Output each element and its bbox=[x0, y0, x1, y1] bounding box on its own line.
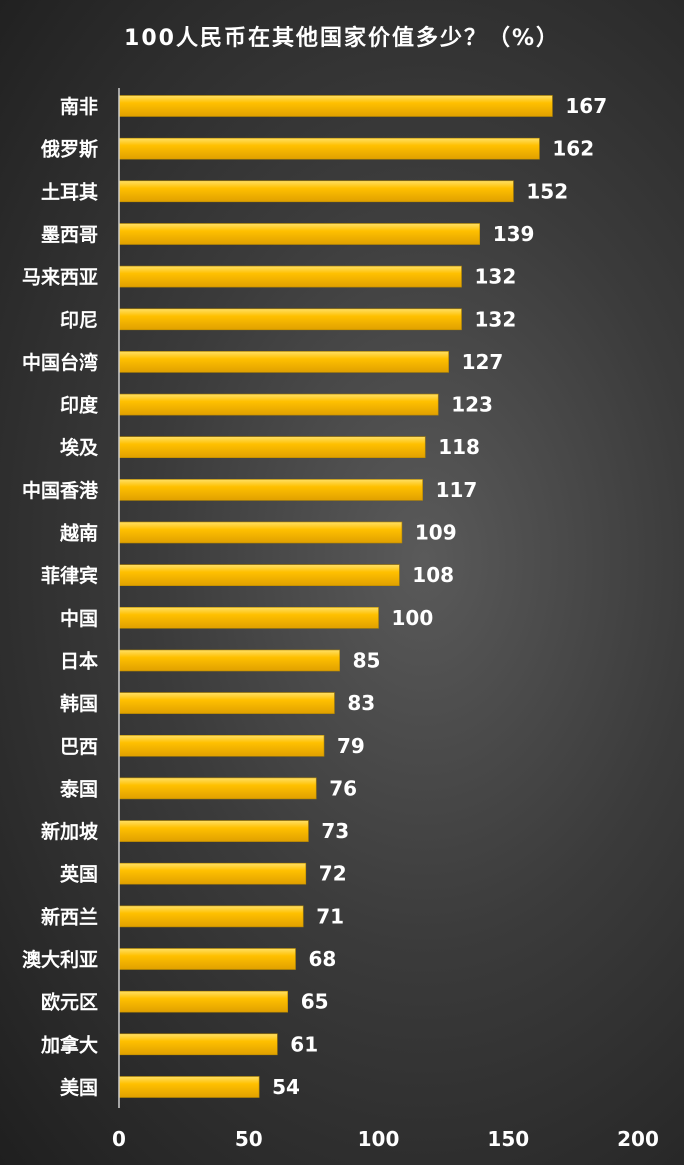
bar-8 bbox=[118, 393, 439, 416]
value-label-9: 118 bbox=[438, 435, 480, 459]
category-label-24: 美国 bbox=[60, 1076, 98, 1099]
category-label-12: 菲律宾 bbox=[41, 564, 98, 587]
x-tick-label-1: 0 bbox=[112, 1127, 126, 1151]
value-label-1: 167 bbox=[565, 94, 607, 118]
value-label-12: 108 bbox=[412, 563, 454, 587]
value-label-8: 123 bbox=[451, 393, 493, 417]
bar-3 bbox=[118, 180, 514, 203]
category-label-2: 俄罗斯 bbox=[40, 138, 98, 161]
category-label-9: 埃及 bbox=[60, 436, 99, 459]
category-label-16: 巴西 bbox=[60, 736, 98, 758]
bar-14 bbox=[118, 649, 340, 672]
value-label-2: 162 bbox=[552, 137, 594, 161]
bar-12 bbox=[118, 564, 400, 587]
category-label-18: 新加坡 bbox=[41, 820, 99, 843]
category-label-5: 马来西亚 bbox=[22, 267, 98, 289]
bar-11 bbox=[118, 521, 403, 544]
x-tick-label-4: 150 bbox=[487, 1127, 529, 1151]
bar-19 bbox=[118, 862, 307, 885]
bar-10 bbox=[118, 479, 423, 501]
value-label-15: 83 bbox=[347, 691, 375, 715]
bar-5 bbox=[118, 265, 462, 288]
value-label-10: 117 bbox=[436, 478, 478, 502]
category-label-7: 中国台湾 bbox=[22, 351, 98, 374]
value-label-18: 73 bbox=[321, 819, 349, 843]
category-label-6: 印尼 bbox=[60, 309, 98, 331]
value-label-17: 76 bbox=[329, 776, 357, 800]
bar-18 bbox=[118, 820, 309, 842]
category-label-11: 越南 bbox=[59, 522, 98, 545]
value-label-16: 79 bbox=[337, 734, 365, 758]
bar-15 bbox=[118, 692, 335, 714]
value-label-11: 109 bbox=[415, 521, 457, 545]
x-axis-ticks: 0 50 100 150 200 bbox=[112, 1127, 659, 1151]
value-label-14: 85 bbox=[353, 649, 381, 673]
category-label-15: 韩国 bbox=[60, 692, 98, 715]
value-label-19: 72 bbox=[319, 862, 347, 886]
bar-22 bbox=[118, 990, 288, 1013]
bar-21 bbox=[118, 948, 296, 970]
value-label-13: 100 bbox=[392, 606, 434, 630]
category-label-1: 南非 bbox=[60, 96, 98, 118]
bar-20 bbox=[118, 905, 304, 928]
value-label-5: 132 bbox=[475, 265, 517, 289]
category-labels-layer: 南非俄罗斯土耳其墨西哥马来西亚印尼中国台湾印度埃及中国香港越南菲律宾中国日本韩国… bbox=[22, 96, 99, 1099]
bar-4 bbox=[118, 223, 481, 245]
bar-9 bbox=[118, 436, 426, 459]
value-label-3: 152 bbox=[526, 179, 568, 203]
value-label-21: 68 bbox=[309, 947, 337, 971]
bar-17 bbox=[118, 777, 317, 800]
bar-6 bbox=[118, 308, 462, 331]
chart-title: 100人民币在其他国家价值多少？（%） bbox=[124, 26, 560, 51]
category-label-14: 日本 bbox=[60, 650, 98, 673]
category-label-10: 中国香港 bbox=[22, 479, 99, 502]
value-label-24: 54 bbox=[272, 1075, 300, 1099]
category-label-4: 墨西哥 bbox=[41, 224, 98, 246]
bar-23 bbox=[118, 1033, 278, 1056]
bar-2 bbox=[118, 137, 540, 160]
bar-16 bbox=[118, 734, 325, 757]
bar-24 bbox=[118, 1076, 260, 1098]
bar-1 bbox=[118, 95, 553, 117]
category-label-21: 澳大利亚 bbox=[22, 948, 98, 971]
value-label-4: 139 bbox=[493, 222, 535, 246]
x-tick-label-5: 200 bbox=[617, 1127, 659, 1151]
value-label-23: 61 bbox=[290, 1032, 318, 1056]
category-label-19: 英国 bbox=[60, 863, 98, 886]
x-tick-label-3: 100 bbox=[358, 1127, 400, 1151]
value-label-6: 132 bbox=[475, 307, 517, 331]
bar-13 bbox=[118, 606, 379, 629]
value-labels-layer: 167 162 152 139 132 132 127 123 118 117 109 108 100 8… bbox=[272, 94, 607, 1099]
category-label-3: 土耳其 bbox=[41, 181, 98, 203]
category-label-8: 印度 bbox=[60, 394, 99, 417]
category-label-17: 泰国 bbox=[59, 777, 98, 800]
value-label-22: 65 bbox=[301, 990, 329, 1014]
category-label-22: 欧元区 bbox=[41, 991, 98, 1014]
category-label-20: 新西兰 bbox=[41, 905, 98, 928]
x-tick-label-2: 50 bbox=[235, 1127, 263, 1151]
bar-7 bbox=[118, 351, 449, 373]
value-label-7: 127 bbox=[462, 350, 504, 374]
category-label-23: 加拿大 bbox=[40, 1033, 98, 1056]
value-label-20: 71 bbox=[316, 904, 344, 928]
category-label-13: 中国 bbox=[60, 607, 98, 630]
